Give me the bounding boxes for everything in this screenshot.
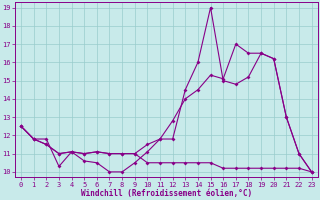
X-axis label: Windchill (Refroidissement éolien,°C): Windchill (Refroidissement éolien,°C)	[81, 189, 252, 198]
